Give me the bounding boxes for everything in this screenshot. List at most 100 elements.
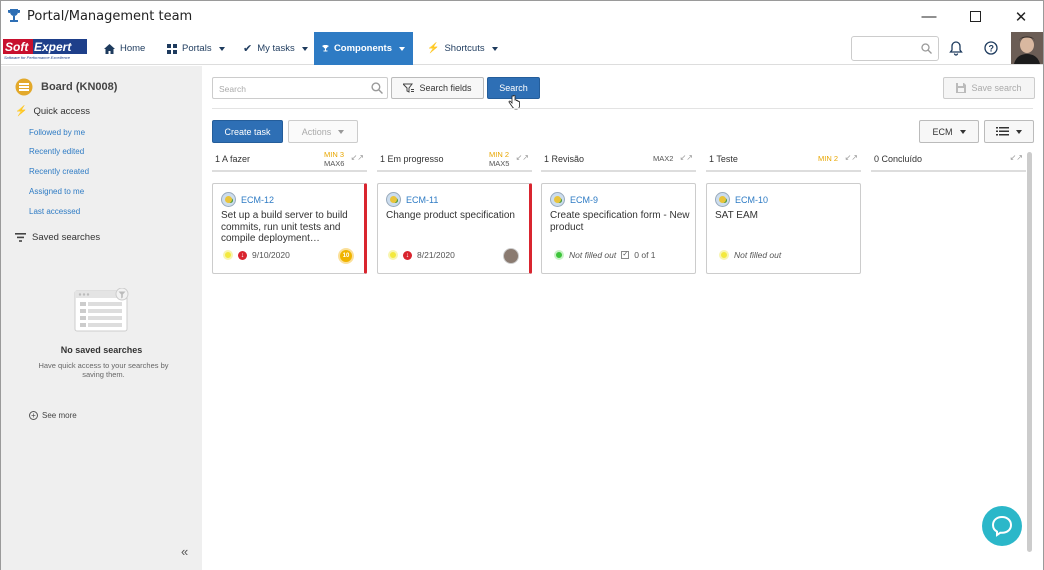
column-min: MIN 2 (489, 150, 510, 159)
status-dot-icon (223, 250, 233, 260)
card-footer: ↓ 9/10/2020 (223, 250, 290, 260)
nav-shortcuts[interactable]: ⚡ Shortcuts (419, 32, 506, 65)
ecm-filter-button[interactable]: ECM (919, 120, 979, 143)
nav-home[interactable]: Home (96, 32, 153, 65)
user-avatar[interactable] (1011, 32, 1043, 64)
maximize-button[interactable] (952, 1, 998, 32)
quick-link-followed-by-me[interactable]: Followed by me (29, 128, 86, 137)
card-key-label[interactable]: ECM-11 (406, 194, 439, 205)
plus-circle-icon: + (29, 411, 38, 420)
task-card[interactable]: ECM-12 Set up a build server to build co… (212, 183, 367, 274)
maximize-icon (969, 11, 981, 22)
task-type-icon (550, 192, 565, 207)
collapse-column-icon[interactable]: ↙↗ (679, 153, 693, 162)
minimize-button[interactable]: — (906, 1, 952, 32)
softexpert-logo: Soft Expert Software for Performance Excel… (3, 38, 89, 60)
collapse-column-icon[interactable]: ↙↗ (515, 153, 529, 162)
actions-label: Actions (301, 126, 332, 137)
task-card[interactable]: ECM-11 Change product specification ↓ 8/… (377, 183, 532, 274)
column-header: 0 Concluído ↙↗ (871, 148, 1026, 172)
actions-button[interactable]: Actions (288, 120, 358, 143)
chat-button[interactable] (982, 506, 1022, 546)
priority-down-icon: ↓ (238, 250, 247, 260)
points-badge: 10 (338, 248, 354, 264)
close-icon: ✕ (1014, 8, 1028, 26)
card-key: ECM-12 (221, 192, 274, 207)
create-task-button[interactable]: Create task (212, 120, 283, 143)
chat-bubble-icon (991, 515, 1013, 537)
search-fields-button[interactable]: Search fields (391, 77, 484, 99)
card-date: 8/21/2020 (417, 250, 455, 260)
task-type-icon (386, 192, 401, 207)
collapse-column-icon[interactable]: ↙↗ (1009, 153, 1023, 162)
card-date: 9/10/2020 (252, 250, 290, 260)
global-search-input[interactable] (851, 36, 939, 61)
nav-components[interactable]: Components (314, 32, 413, 65)
lightning-icon: ⚡ (15, 106, 28, 117)
chevron-down-icon (491, 46, 498, 51)
chevron-down-icon (218, 46, 225, 51)
board-scrollbar[interactable] (1027, 152, 1032, 552)
saved-searches-header: Saved searches (15, 232, 100, 243)
column-min: MIN 2 (818, 154, 839, 163)
collapse-sidebar-icon[interactable]: « (181, 544, 189, 559)
quick-link-assigned-to-me[interactable]: Assigned to me (29, 187, 85, 196)
top-navigation: Soft Expert Software for Performance Excel… (1, 32, 1043, 65)
task-card[interactable]: ECM-9 Create specification form - New pr… (541, 183, 696, 274)
logo-expert: Expert (34, 40, 72, 54)
card-status: Not filled out (569, 250, 617, 260)
title-bar: Portal/Management team — ✕ (1, 1, 1043, 32)
status-dot-icon (719, 250, 729, 260)
logo-tagline: Software for Performance Excellence (4, 55, 71, 60)
quick-link-recently-edited[interactable]: Recently edited (29, 147, 85, 156)
help-icon[interactable]: ? (983, 40, 999, 56)
nav-portals[interactable]: Portals (159, 32, 233, 65)
collapse-column-icon[interactable]: ↙↗ (350, 153, 364, 162)
nav-home-label: Home (120, 43, 146, 54)
collapse-column-icon[interactable]: ↙↗ (844, 153, 858, 162)
save-search-button[interactable]: Save search (943, 77, 1035, 99)
window-title: Portal/Management team (27, 9, 193, 24)
nav-my-tasks-label: My tasks (257, 43, 295, 54)
column-header: 1 Revisão MAX2 ↙↗ (541, 148, 696, 172)
card-key-label[interactable]: ECM-10 (735, 194, 769, 205)
search-button-label: Search (499, 83, 528, 93)
card-footer: Not filled out (719, 250, 781, 260)
quick-link-last-accessed[interactable]: Last accessed (29, 207, 81, 216)
chevron-down-icon (338, 129, 345, 134)
card-title: Set up a build server to build commits, … (221, 210, 348, 244)
filter-icon (15, 233, 26, 242)
close-button[interactable]: ✕ (998, 1, 1044, 32)
svg-text:?: ? (989, 44, 995, 54)
save-search-label: Save search (971, 83, 1022, 93)
ecm-label: ECM (932, 126, 953, 137)
create-task-label: Create task (224, 126, 271, 137)
list-view-icon (996, 127, 1009, 136)
status-dot-icon (554, 250, 564, 260)
nav-my-tasks[interactable]: ✔ My tasks (235, 32, 316, 65)
column-name: 0 Concluído (874, 154, 923, 164)
column-header: 1 A fazer MIN 3 MAX6 ↙↗ (212, 148, 367, 172)
trophy-icon (8, 9, 20, 22)
search-fields-label: Search fields (419, 83, 472, 93)
empty-searches-illustration-icon (74, 288, 129, 332)
view-options-button[interactable] (984, 120, 1034, 143)
task-card[interactable]: ECM-10 SAT EAM Not filled out (706, 183, 861, 274)
assignee-avatar (503, 248, 519, 264)
chevron-down-icon (959, 129, 966, 134)
search-icon (921, 43, 932, 54)
see-more-link[interactable]: + See more (29, 411, 77, 420)
search-input[interactable]: Search (212, 77, 388, 99)
quick-link-recently-created[interactable]: Recently created (29, 167, 90, 176)
card-key-label[interactable]: ECM-12 (241, 194, 275, 205)
quick-access-header: ⚡ Quick access (15, 106, 90, 117)
card-title: Change product specification (386, 210, 515, 221)
lightning-icon: ⚡ (427, 43, 440, 54)
task-type-icon (221, 192, 236, 207)
card-key-label[interactable]: ECM-9 (570, 194, 599, 205)
minimize-icon: — (921, 8, 937, 25)
bell-icon[interactable] (948, 40, 964, 56)
main-content: Search Search fields Search Save search … (202, 66, 1043, 570)
see-more-label: See more (42, 411, 77, 420)
